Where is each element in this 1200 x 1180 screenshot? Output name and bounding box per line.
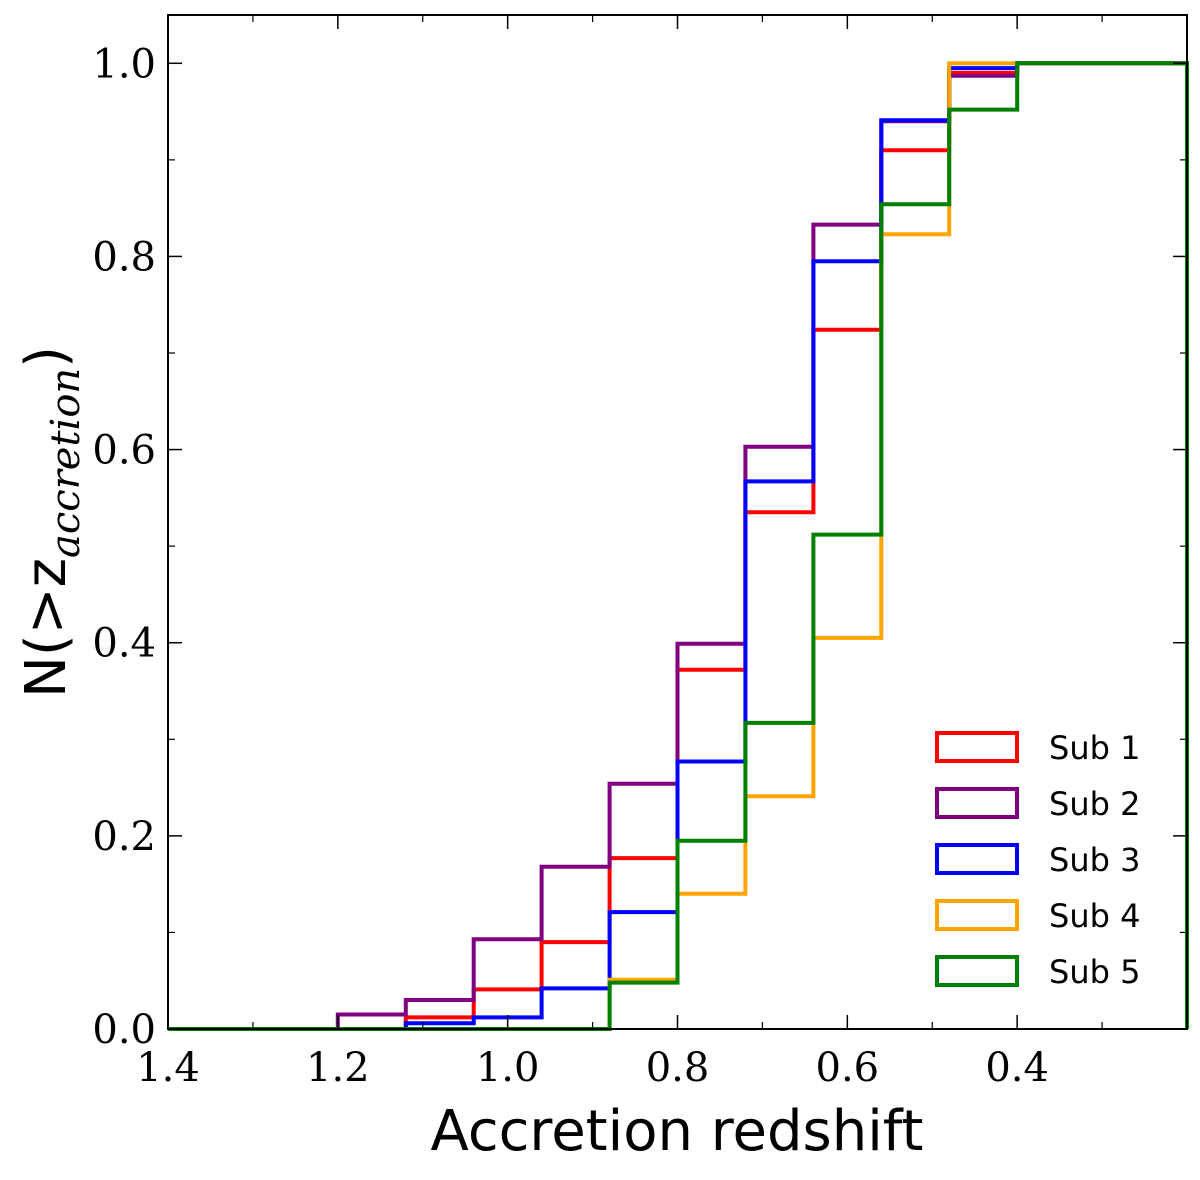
legend-swatch-sub-3	[935, 843, 1019, 875]
series-line-sub-5	[168, 61, 1189, 1031]
x-tick-label: 1.0	[476, 1045, 540, 1091]
legend-swatch-sub-2	[935, 787, 1019, 819]
series-layer	[168, 61, 1189, 1031]
x-tick-label: 0.4	[985, 1045, 1049, 1091]
legend-label-sub-4: Sub 4	[1049, 897, 1140, 935]
x-tick-label: 0.8	[646, 1045, 710, 1091]
y-axis-title-sub: accretion	[43, 368, 89, 558]
y-axis-title: N(>zaccretion)	[14, 346, 89, 698]
x-axis-title: Accretion redshift	[431, 1099, 924, 1164]
legend-label-sub-5: Sub 5	[1049, 953, 1140, 991]
legend: Sub 1 Sub 2 Sub 3 Sub 4 Sub 5	[935, 729, 1140, 991]
y-tick-label: 0.0	[92, 1007, 156, 1053]
y-tick-label: 0.2	[92, 814, 156, 860]
x-tick-label: 1.4	[136, 1045, 200, 1091]
legend-swatch-sub-4	[935, 899, 1019, 931]
y-tick-label: 1.0	[92, 41, 156, 87]
legend-label-sub-3: Sub 3	[1049, 841, 1140, 879]
y-tick-label: 0.8	[92, 234, 156, 280]
legend-label-sub-1: Sub 1	[1049, 729, 1140, 767]
y-axis-title-close: )	[14, 346, 79, 368]
legend-swatch-sub-1	[935, 731, 1019, 763]
x-tick-label: 1.2	[306, 1045, 370, 1091]
legend-swatch-sub-5	[935, 955, 1019, 987]
legend-label-sub-2: Sub 2	[1049, 785, 1140, 823]
y-axis-title-main: N(>z	[14, 558, 79, 698]
y-tick-label: 0.4	[92, 621, 156, 667]
y-tick-label: 0.6	[92, 428, 156, 474]
ticks-layer: 1.4 1.2 1.0 0.8 0.6 0.4 0.0 0.2 0.4 0.6 0.8 1.0	[92, 15, 1187, 1091]
x-tick-label: 0.6	[816, 1045, 880, 1091]
